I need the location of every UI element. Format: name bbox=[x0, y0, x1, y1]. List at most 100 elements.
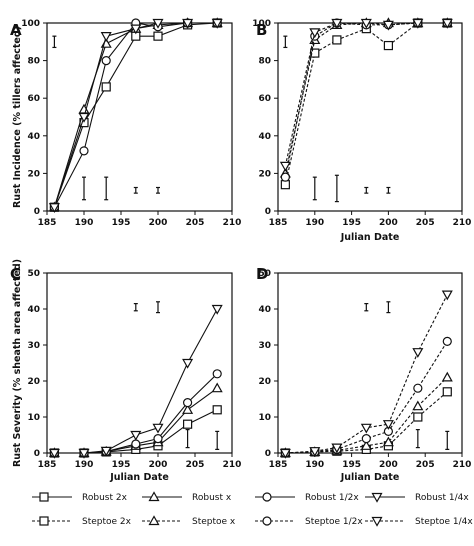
data-point bbox=[183, 398, 193, 408]
panel-d: D 185 190 195 200 205 210 0 10 20 30 40 50 Julian Dat… bbox=[256, 265, 471, 483]
x-tick-label: 210 bbox=[453, 460, 472, 470]
x-tick-label: 210 bbox=[223, 460, 242, 470]
data-point bbox=[182, 18, 194, 29]
x-tick-label: 205 bbox=[186, 460, 205, 470]
y-tick-label: 80 bbox=[258, 57, 271, 67]
data-point bbox=[441, 290, 453, 301]
panel-letter: D bbox=[256, 265, 268, 283]
data-point bbox=[331, 18, 343, 29]
x-tick-label: 205 bbox=[186, 218, 205, 228]
series-line bbox=[53, 22, 218, 208]
data-point bbox=[360, 423, 372, 434]
panel-letter: A bbox=[10, 21, 22, 39]
data-point bbox=[382, 20, 394, 31]
x-tick-label: 200 bbox=[149, 460, 168, 470]
data-point bbox=[130, 24, 142, 35]
y-tick-label: 20 bbox=[27, 377, 40, 387]
plot-frame bbox=[46, 272, 233, 454]
y-tick-label: 0 bbox=[34, 449, 40, 459]
legend-marker bbox=[371, 492, 383, 503]
y-tick-label: 100 bbox=[21, 19, 40, 29]
legend-item: Steptoe 1/4x bbox=[365, 516, 473, 527]
data-point bbox=[382, 436, 394, 447]
legend-marker bbox=[148, 491, 160, 502]
data-point bbox=[101, 55, 111, 66]
y-tick-label: 10 bbox=[27, 413, 40, 423]
series-line bbox=[53, 22, 218, 208]
y-tick-label: 60 bbox=[258, 94, 271, 104]
legend-marker bbox=[148, 515, 160, 526]
x-tick-label: 190 bbox=[305, 460, 324, 470]
data-point bbox=[211, 18, 223, 29]
data-point bbox=[79, 146, 89, 156]
data-point bbox=[78, 448, 90, 459]
series-line bbox=[53, 22, 218, 208]
y-tick-label: 60 bbox=[27, 94, 40, 104]
panel-b: B 185 190 195 200 205 210 0 20 40 60 80 100 Julian Da… bbox=[252, 17, 471, 243]
data-point bbox=[182, 358, 194, 369]
legend-item: Robust 1/2x bbox=[255, 492, 359, 503]
y-tick-label: 40 bbox=[27, 132, 40, 142]
y-tick-label: 0 bbox=[265, 449, 271, 459]
series-line bbox=[53, 22, 218, 208]
x-tick-label: 185 bbox=[269, 460, 288, 470]
y-tick-label: 100 bbox=[252, 19, 271, 29]
data-point bbox=[183, 419, 193, 429]
plot-frame bbox=[46, 22, 233, 212]
y-tick-label: 50 bbox=[258, 269, 271, 279]
x-axis-label: Julian Date bbox=[340, 472, 400, 483]
legend-item: Robust x bbox=[142, 491, 232, 503]
data-point bbox=[280, 180, 290, 190]
data-point bbox=[279, 161, 291, 172]
data-point bbox=[182, 404, 194, 414]
legend-item: Steptoe x bbox=[142, 515, 236, 527]
x-tick-label: 195 bbox=[112, 460, 131, 470]
legend-label: Robust 2x bbox=[82, 493, 128, 503]
y-tick-label: 30 bbox=[258, 341, 271, 351]
data-point bbox=[412, 400, 424, 411]
y-tick-label: 0 bbox=[265, 207, 271, 217]
data-point bbox=[332, 35, 342, 45]
y-tick-label: 20 bbox=[258, 169, 271, 179]
data-point bbox=[442, 387, 452, 397]
legend-item: Steptoe 2x bbox=[32, 516, 132, 527]
y-tick-label: 40 bbox=[258, 132, 271, 142]
data-point bbox=[78, 112, 90, 123]
x-tick-label: 195 bbox=[112, 218, 131, 228]
data-point bbox=[279, 448, 291, 459]
y-tick-label: 20 bbox=[258, 377, 271, 387]
legend-label: Robust 1/4x bbox=[415, 493, 469, 503]
data-point bbox=[412, 348, 424, 358]
data-point bbox=[412, 18, 424, 29]
series-line bbox=[284, 22, 448, 166]
data-point bbox=[309, 28, 321, 39]
data-point bbox=[100, 32, 112, 42]
x-tick-label: 210 bbox=[223, 218, 242, 228]
data-point bbox=[360, 440, 372, 450]
legend: Robust 2x Robust x Robust 1/2x Robust 1/4x S… bbox=[32, 491, 473, 527]
x-tick-label: 205 bbox=[416, 218, 435, 228]
y-axis-label: Rust Incidence (% tillers affected) bbox=[12, 26, 23, 208]
data-point bbox=[131, 439, 141, 449]
data-point bbox=[152, 423, 164, 434]
data-point bbox=[441, 18, 453, 29]
x-tick-label: 205 bbox=[416, 460, 435, 470]
legend-label: Robust x bbox=[192, 493, 232, 503]
data-point bbox=[130, 430, 142, 441]
panel-c: C 185 190 195 200 205 210 0 10 20 30 40 50 Julian Dat… bbox=[10, 259, 241, 483]
legend-marker bbox=[39, 492, 49, 502]
data-point bbox=[309, 447, 321, 457]
legend-marker bbox=[262, 516, 272, 526]
data-point bbox=[382, 420, 394, 430]
panel-letter: B bbox=[256, 21, 267, 39]
data-point bbox=[48, 203, 60, 213]
x-tick-label: 200 bbox=[149, 218, 168, 228]
data-point bbox=[442, 336, 452, 346]
y-tick-label: 10 bbox=[258, 413, 271, 423]
x-axis-label: Julian Date bbox=[340, 232, 400, 243]
series-line bbox=[284, 22, 448, 174]
data-point bbox=[361, 434, 371, 444]
legend-marker bbox=[262, 492, 272, 502]
data-point bbox=[212, 369, 222, 379]
